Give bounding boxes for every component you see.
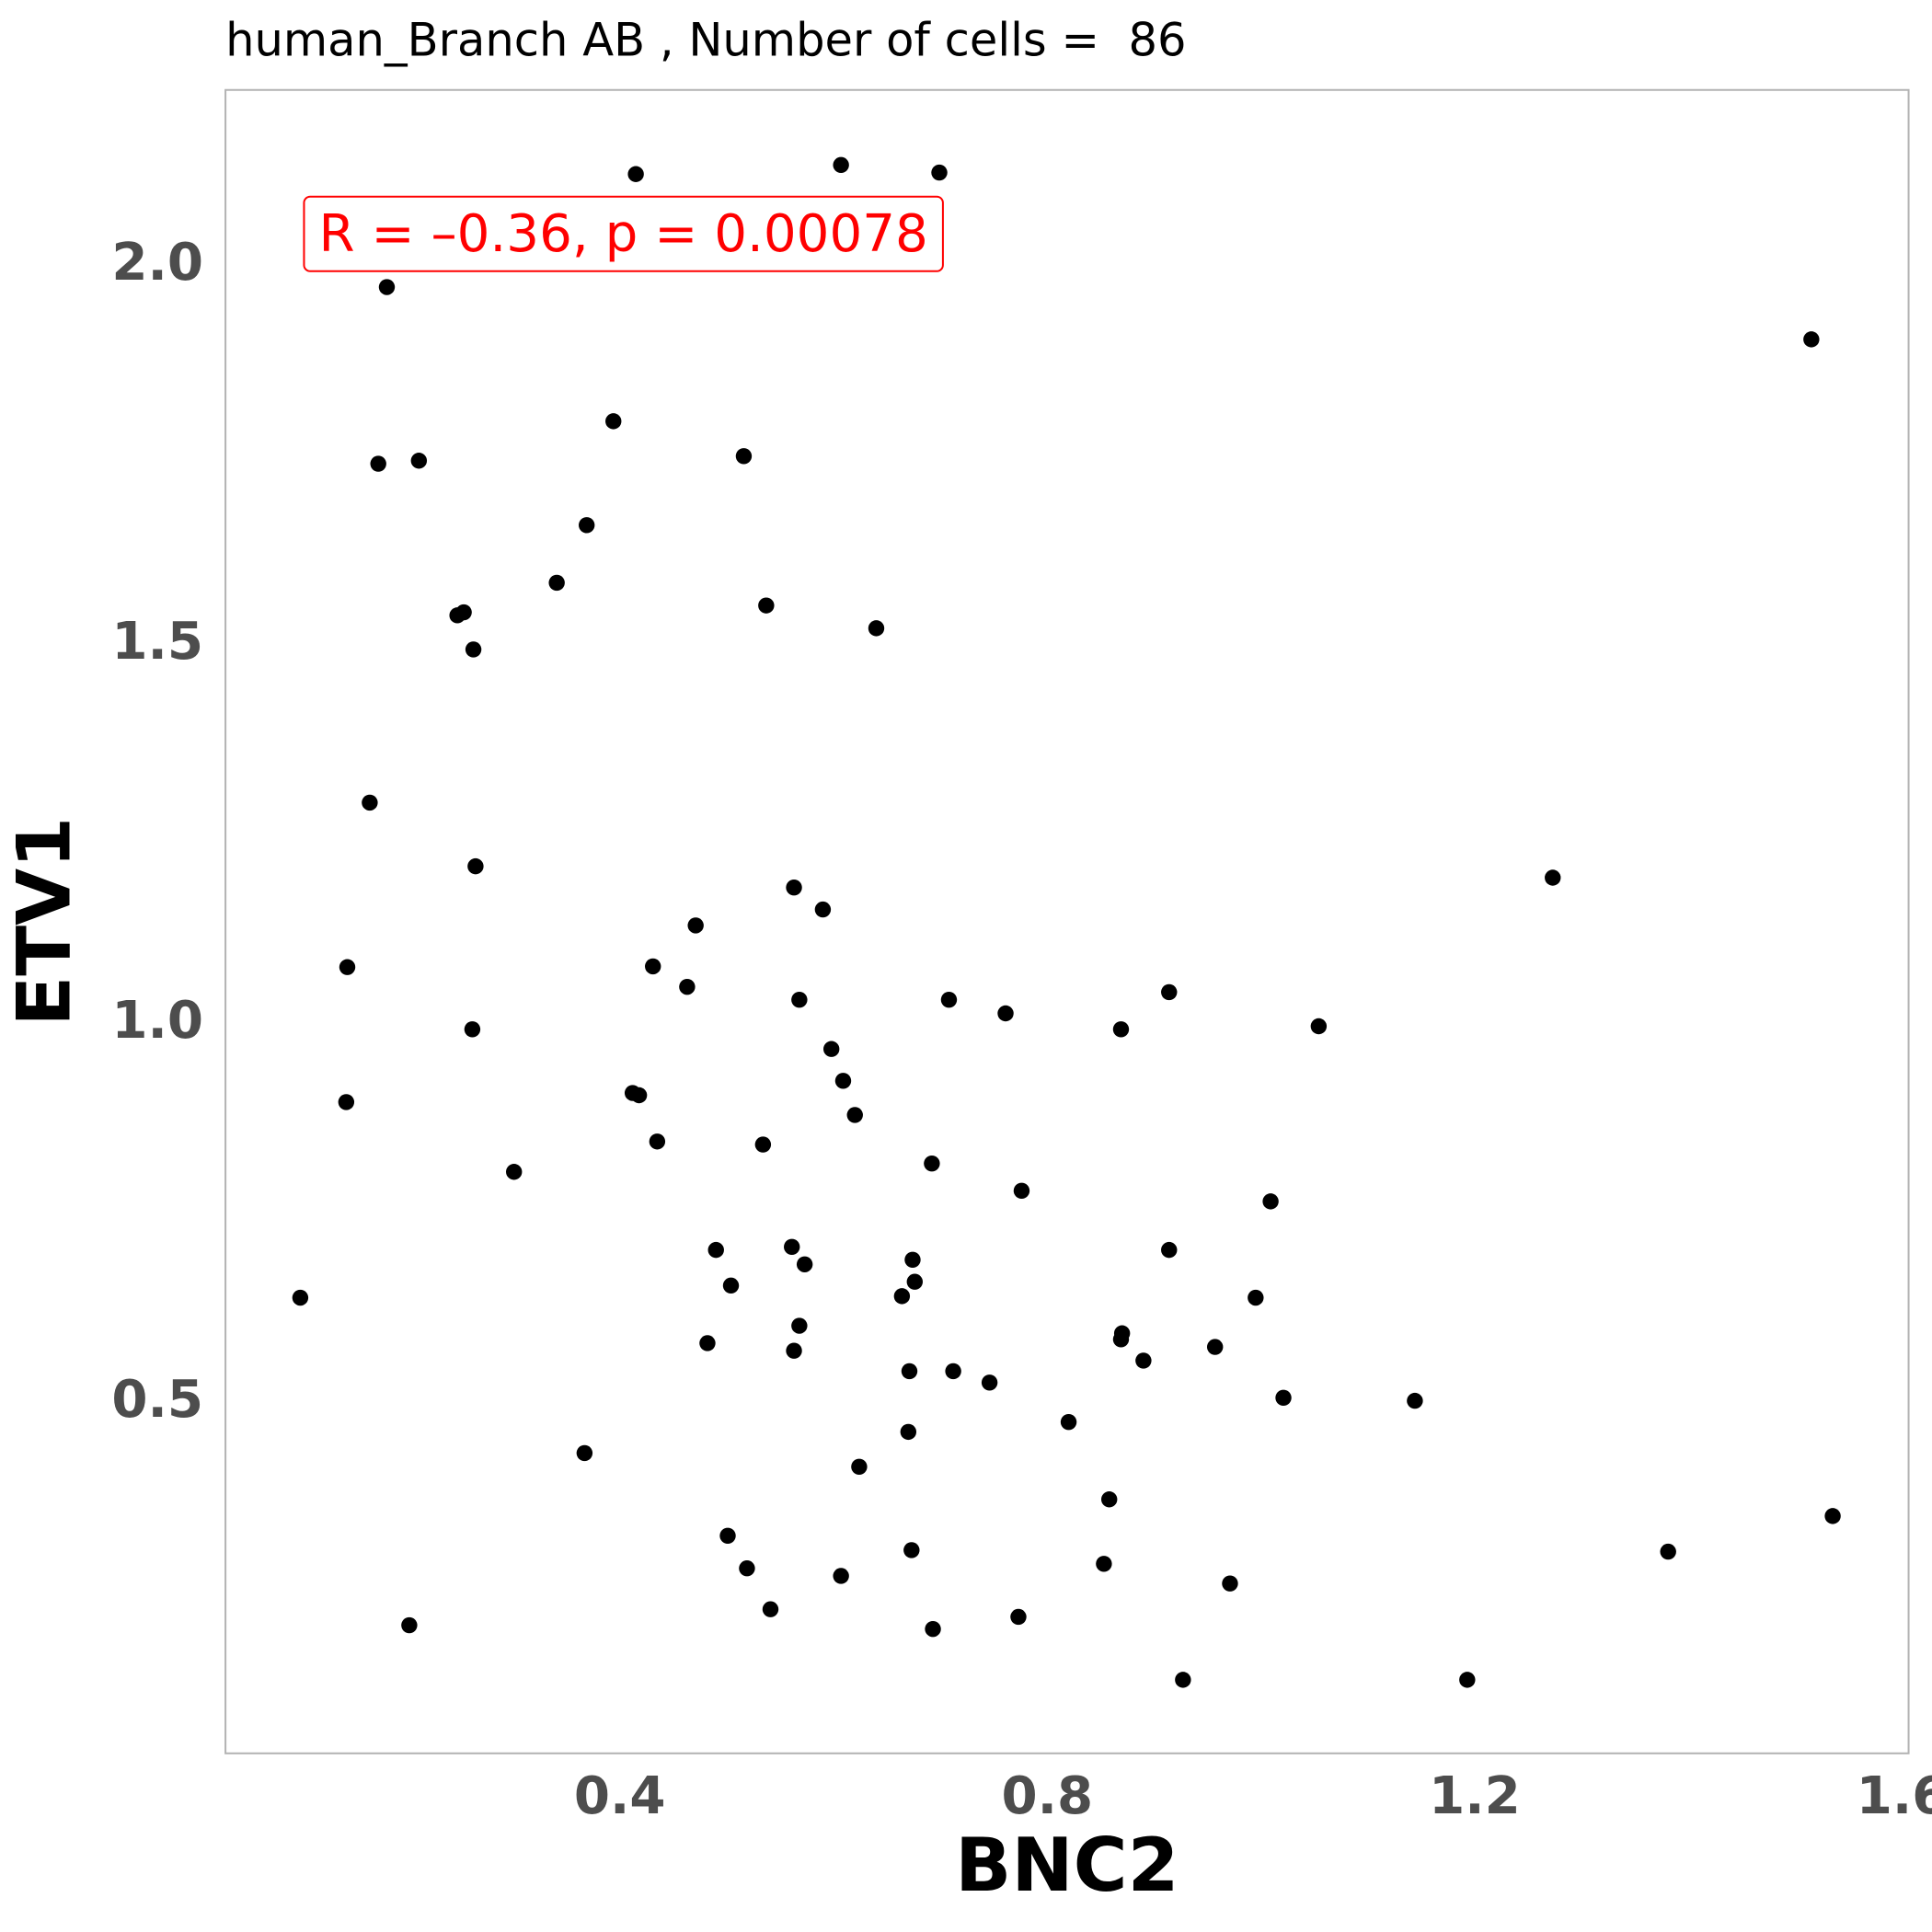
y-tick-label: 1.0 (111, 991, 203, 1051)
point (735, 448, 753, 465)
point (649, 1133, 666, 1150)
plot-border (224, 88, 1910, 1754)
point (924, 1155, 940, 1172)
point (1660, 1543, 1676, 1560)
point (904, 1251, 921, 1269)
point (784, 1238, 800, 1256)
point (754, 1136, 772, 1153)
point (292, 1289, 309, 1306)
point (1112, 1021, 1130, 1038)
point (506, 1164, 523, 1180)
point (868, 620, 885, 637)
point (576, 1444, 593, 1462)
x-tick-label: 1.6 (1857, 1766, 1932, 1826)
point (378, 279, 396, 295)
point (548, 574, 565, 592)
point (1248, 1289, 1264, 1306)
point (338, 1094, 355, 1110)
y-tick-label: 1.5 (111, 612, 203, 672)
point (1459, 1672, 1476, 1688)
point (900, 1423, 917, 1441)
point (645, 958, 661, 975)
point (906, 1273, 924, 1290)
point (1545, 869, 1561, 886)
point (707, 1241, 724, 1259)
point (762, 1601, 779, 1617)
point (940, 991, 958, 1008)
point (679, 978, 696, 995)
point (722, 1277, 740, 1294)
point (1010, 1608, 1027, 1626)
point (997, 1005, 1014, 1022)
point (630, 1087, 648, 1104)
x-tick-label: 0.8 (1002, 1766, 1094, 1826)
point (1135, 1352, 1152, 1369)
annotation: R = –0.36, p = 0.00078 (319, 204, 928, 264)
point (833, 156, 849, 174)
point (791, 1317, 808, 1334)
point (925, 1620, 941, 1638)
point (370, 455, 386, 472)
point (410, 453, 428, 469)
point (1161, 1241, 1178, 1259)
x-tick-label: 1.2 (1429, 1766, 1521, 1826)
point (945, 1363, 961, 1380)
point (719, 1527, 736, 1544)
point (467, 857, 484, 875)
point (786, 879, 802, 896)
y-tick-label: 2.0 (111, 233, 203, 293)
point (1407, 1392, 1423, 1409)
point (465, 641, 482, 658)
point (822, 1041, 840, 1057)
point (981, 1374, 998, 1391)
point (1096, 1556, 1112, 1572)
point (455, 604, 472, 621)
point (834, 1073, 852, 1089)
point (1100, 1491, 1118, 1508)
chart-title: human_Branch AB , Number of cells = 86 (225, 13, 1186, 66)
point (931, 164, 948, 181)
point (796, 1256, 813, 1272)
point (699, 1335, 716, 1351)
y-tick-label: 0.5 (111, 1370, 203, 1430)
point (627, 166, 644, 182)
point (1262, 1193, 1279, 1210)
point (903, 1542, 920, 1558)
point (464, 1021, 481, 1038)
point (1161, 983, 1178, 1001)
point (758, 597, 775, 614)
point (893, 1288, 911, 1305)
point (1175, 1672, 1191, 1688)
point (1222, 1575, 1238, 1592)
point (1310, 1018, 1328, 1035)
point (1013, 1182, 1030, 1200)
point (339, 959, 356, 975)
x-axis-title: BNC2 (955, 1822, 1179, 1908)
point (401, 1616, 418, 1634)
point (1206, 1339, 1224, 1355)
point (578, 517, 595, 534)
point (786, 1342, 802, 1359)
x-tick-label: 0.4 (574, 1766, 666, 1826)
point (1060, 1413, 1077, 1431)
point (814, 901, 832, 918)
point (605, 413, 622, 430)
point (687, 917, 704, 934)
point (1112, 1331, 1130, 1348)
annotation-box (303, 195, 944, 272)
point (362, 794, 378, 811)
point (851, 1458, 868, 1476)
point (1803, 331, 1820, 348)
y-axis-title: ETV1 (1, 817, 87, 1027)
point (901, 1363, 918, 1380)
point (846, 1107, 863, 1123)
point (1275, 1389, 1292, 1407)
point (833, 1568, 849, 1584)
point (791, 991, 808, 1008)
point (1824, 1508, 1841, 1524)
point (739, 1560, 755, 1577)
